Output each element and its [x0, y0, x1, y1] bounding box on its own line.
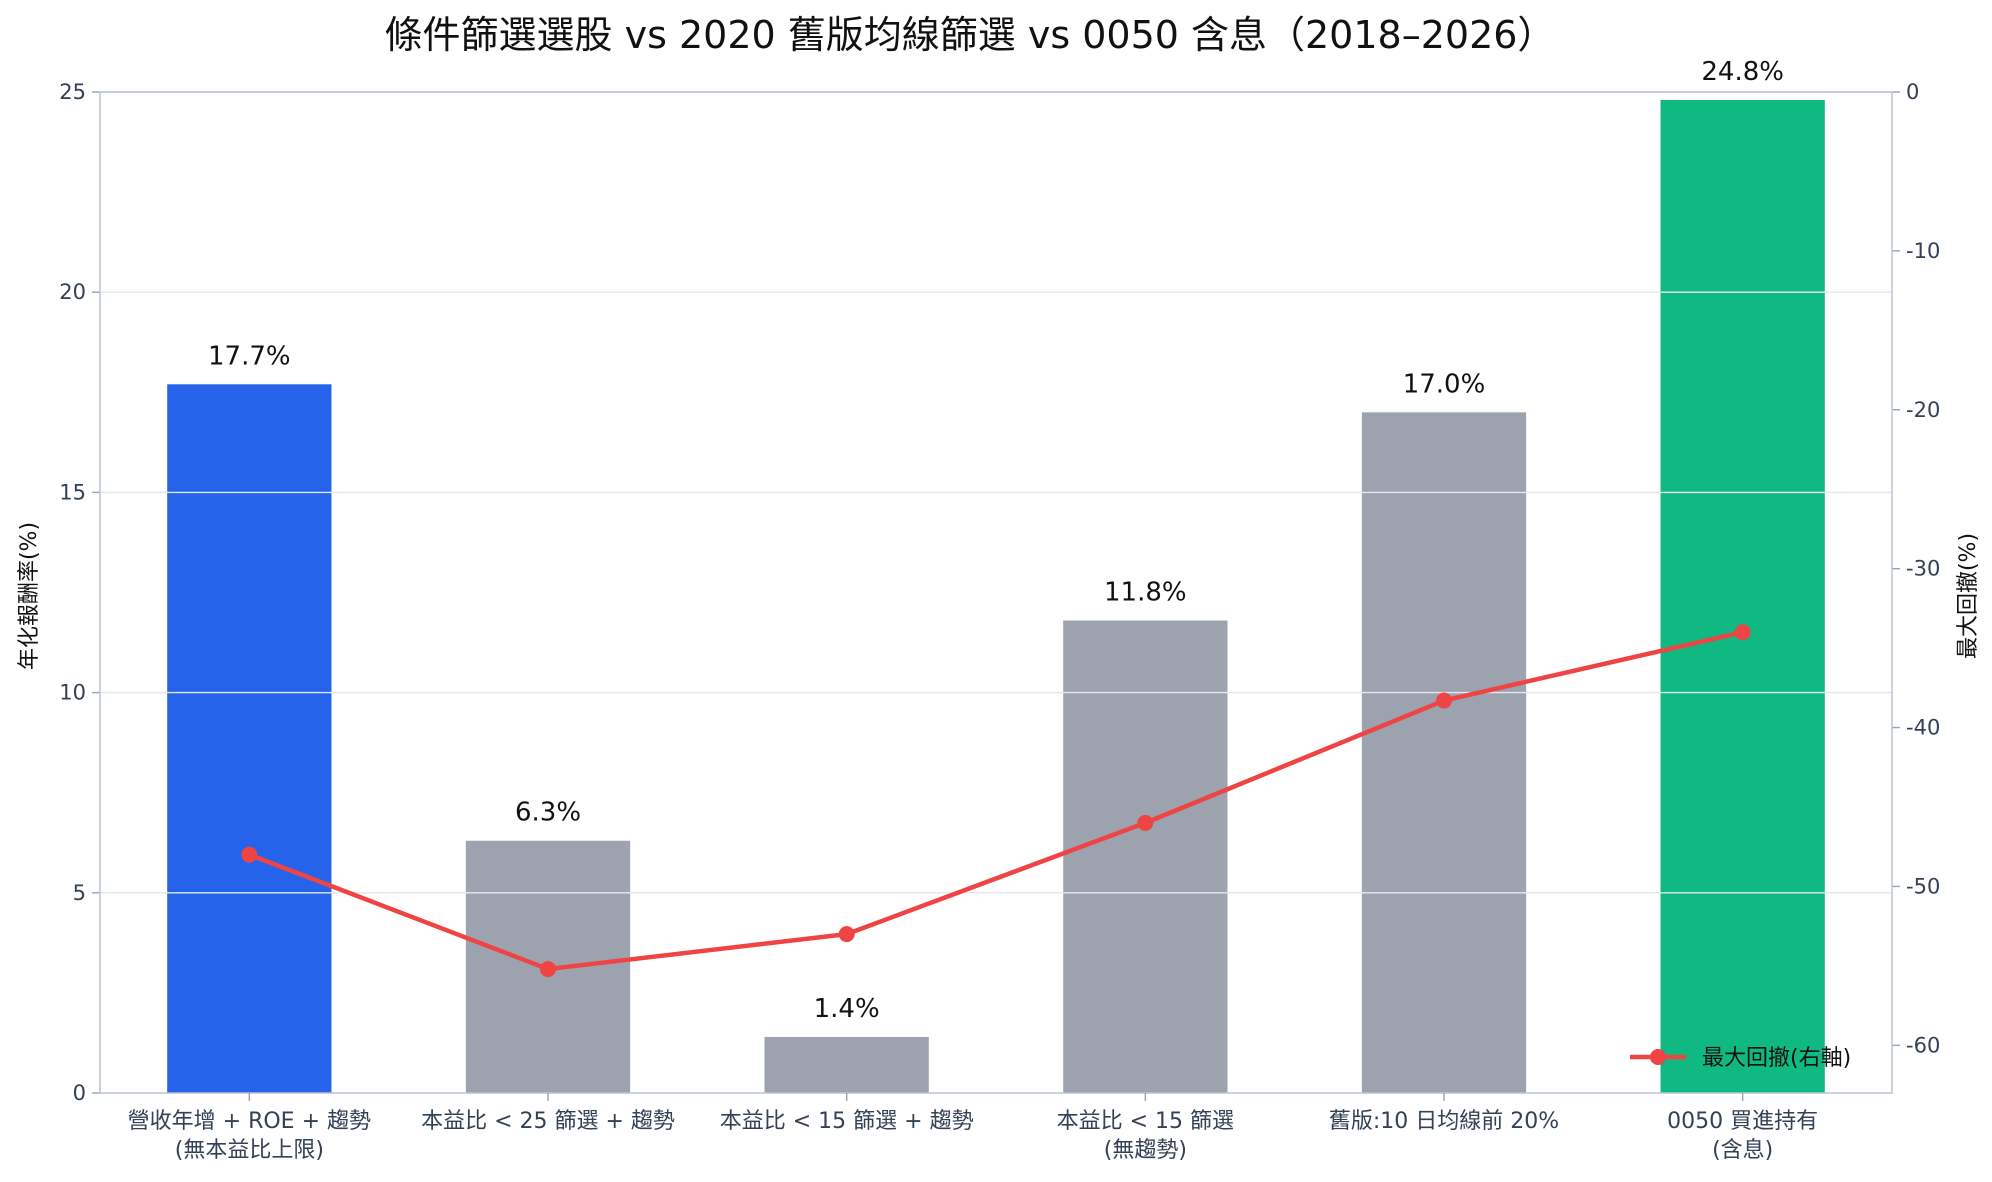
drawdown-point	[1436, 692, 1452, 709]
y2-tick-label: -10	[1906, 239, 1940, 263]
bar	[1063, 620, 1228, 1093]
drawdown-point	[1137, 814, 1154, 831]
y2-axis-title: 最大回撤(%)	[1956, 533, 1981, 659]
bar-value-label: 11.8%	[1104, 578, 1187, 608]
x-tick-label: (含息)	[1712, 1138, 1773, 1163]
chart-title: 條件篩選選股 vs 2020 舊版均線篩選 vs 0050 含息（2018–20…	[385, 13, 1556, 57]
bar	[1660, 100, 1825, 1094]
y2-tick-label: 0	[1906, 80, 1919, 104]
x-tick-label: 營收年增 + ROE + 趨勢	[128, 1109, 371, 1134]
bar-value-label: 24.8%	[1701, 57, 1784, 87]
y-tick-label: 15	[59, 480, 86, 504]
drawdown-point	[540, 961, 556, 978]
bar-value-label: 17.0%	[1403, 369, 1486, 399]
drawdown-point	[838, 926, 855, 943]
x-tick-label: 本益比 < 15 篩選 + 趨勢	[720, 1109, 974, 1134]
y2-tick-label: -60	[1906, 1033, 1940, 1057]
y-tick-label: 5	[73, 881, 86, 905]
y-tick-label: 20	[59, 280, 86, 304]
bar-value-label: 1.4%	[814, 994, 880, 1024]
x-tick-label: 本益比 < 25 篩選 + 趨勢	[421, 1109, 675, 1134]
x-tick-label: 0050 買進持有	[1667, 1109, 1818, 1134]
x-tick-label: (無趨勢)	[1104, 1138, 1187, 1163]
bar	[167, 384, 332, 1093]
plot-area: 0 5 10 15 20 25 0 -10 -20 -30 -40 -50 -60 17.7% 6.3% 1.…	[59, 57, 1940, 1163]
bar-value-label: 17.7%	[208, 341, 291, 371]
y-tick-label: 10	[59, 681, 86, 705]
y-tick-label: 25	[59, 80, 86, 104]
plot-frame	[99, 91, 1893, 1094]
x-tick-label: 本益比 < 15 篩選	[1057, 1109, 1234, 1134]
bar	[764, 1036, 929, 1093]
x-tick-label: 舊版:10 日均線前 20%	[1329, 1109, 1559, 1134]
legend-marker	[1650, 1049, 1666, 1065]
bar	[1361, 412, 1527, 1093]
y2-tick-label: -40	[1906, 716, 1940, 740]
drawdown-line	[248, 630, 1744, 972]
bar-value-label: 6.3%	[515, 798, 581, 828]
y2-tick-label: -30	[1906, 557, 1940, 581]
legend-label: 最大回撤(右軸)	[1702, 1046, 1851, 1071]
y-tick-label: 0	[73, 1081, 86, 1105]
y2-tick-label: -20	[1906, 398, 1940, 422]
x-tick-label: (無本益比上限)	[175, 1138, 324, 1163]
drawdown-point	[241, 846, 258, 863]
y-axis-title: 年化報酬率(%)	[17, 522, 42, 670]
y2-tick-label: -50	[1906, 874, 1940, 898]
drawdown-point	[1734, 624, 1751, 641]
